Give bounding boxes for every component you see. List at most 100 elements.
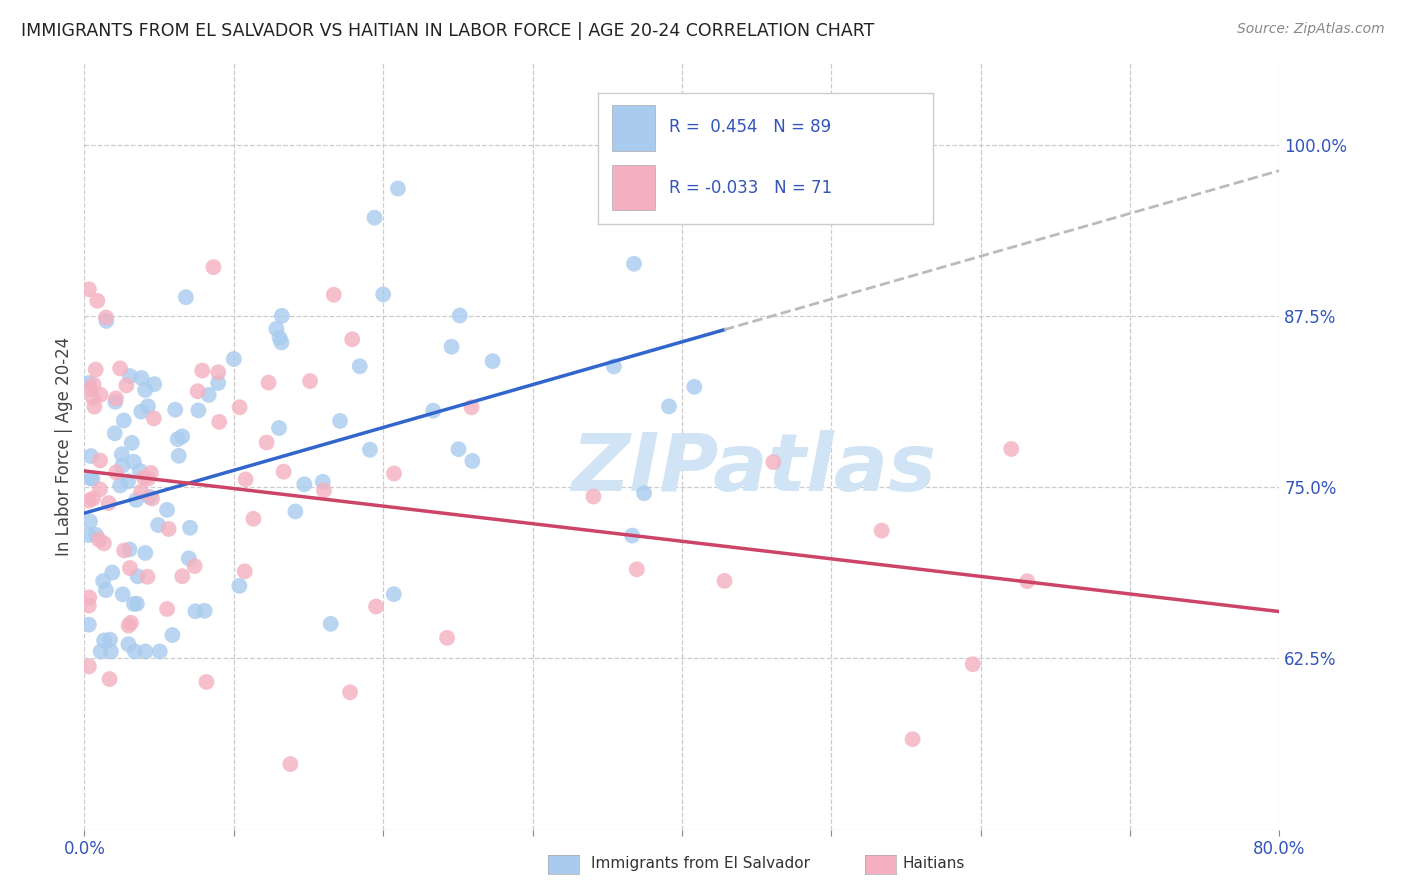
Point	[228, 401, 250, 415]
Point	[112, 543, 135, 558]
Point	[481, 354, 503, 368]
Point	[582, 490, 605, 504]
Point	[134, 383, 156, 397]
Point	[139, 466, 162, 480]
Point	[83, 377, 105, 392]
Point	[157, 522, 180, 536]
Point	[174, 290, 197, 304]
Point	[77, 282, 100, 296]
Point	[267, 421, 290, 435]
Point	[94, 583, 117, 598]
Point	[270, 335, 292, 350]
Text: ZIPatlas: ZIPatlas	[571, 430, 936, 508]
Point	[122, 455, 145, 469]
Point	[98, 632, 121, 647]
Point	[280, 757, 302, 772]
Point	[127, 569, 149, 583]
Point	[162, 628, 184, 642]
Point	[242, 512, 264, 526]
Point	[382, 467, 405, 481]
Point	[683, 380, 706, 394]
Point	[1017, 574, 1039, 589]
Point	[125, 492, 148, 507]
Point	[312, 483, 335, 498]
Point	[299, 374, 322, 388]
Point	[117, 475, 139, 489]
Point	[100, 644, 122, 658]
Point	[461, 454, 484, 468]
Point	[166, 432, 188, 446]
Point	[603, 359, 626, 374]
Point	[658, 400, 681, 414]
Point	[115, 378, 138, 392]
Point	[118, 542, 141, 557]
Point	[77, 599, 100, 613]
Point	[79, 471, 101, 485]
Text: IMMIGRANTS FROM EL SALVADOR VS HAITIAN IN LABOR FORCE | AGE 20-24 CORRELATION CH: IMMIGRANTS FROM EL SALVADOR VS HAITIAN I…	[21, 22, 875, 40]
Point	[141, 491, 163, 506]
Point	[623, 257, 645, 271]
Point	[460, 401, 482, 415]
Point	[269, 331, 291, 345]
Point	[87, 533, 110, 547]
Point	[228, 579, 250, 593]
Point	[108, 478, 131, 492]
Point	[156, 602, 179, 616]
Point	[129, 404, 152, 418]
Point	[197, 388, 219, 402]
Point	[257, 376, 280, 390]
Point	[901, 732, 924, 747]
Point	[142, 411, 165, 425]
Point	[105, 466, 128, 480]
Point	[342, 332, 364, 346]
Point	[870, 524, 893, 538]
Point	[131, 371, 153, 385]
Point	[349, 359, 371, 374]
Point	[101, 566, 124, 580]
Point	[713, 574, 735, 588]
Point	[284, 504, 307, 518]
Point	[96, 314, 118, 328]
Point	[364, 599, 387, 614]
Point	[184, 604, 207, 618]
Point	[633, 486, 655, 500]
Point	[187, 384, 209, 399]
Point	[422, 403, 444, 417]
Point	[136, 472, 159, 486]
Point	[128, 464, 150, 478]
Point	[125, 597, 148, 611]
Point	[149, 644, 172, 658]
Point	[172, 569, 194, 583]
Point	[108, 361, 131, 376]
Point	[319, 616, 342, 631]
Y-axis label: In Labor Force | Age 20-24: In Labor Force | Age 20-24	[55, 336, 73, 556]
Point	[167, 449, 190, 463]
Point	[134, 546, 156, 560]
Point	[136, 399, 159, 413]
Point	[94, 310, 117, 325]
Point	[111, 458, 134, 473]
Point	[117, 618, 139, 632]
Point	[183, 559, 205, 574]
Point	[339, 685, 361, 699]
Text: Immigrants from El Salvador: Immigrants from El Salvador	[591, 856, 810, 871]
Point	[962, 657, 984, 672]
Point	[117, 637, 139, 651]
Point	[83, 400, 105, 414]
Point	[363, 211, 385, 225]
Point	[194, 604, 217, 618]
Point	[373, 287, 395, 301]
Point	[77, 528, 100, 542]
Point	[440, 340, 463, 354]
Point	[77, 376, 100, 390]
Point	[121, 436, 143, 450]
Point	[77, 591, 100, 605]
Point	[104, 426, 127, 441]
Point	[322, 287, 344, 301]
Point	[207, 376, 229, 390]
Point	[111, 587, 134, 601]
Point	[124, 644, 146, 658]
Point	[111, 447, 134, 461]
Point	[80, 449, 103, 463]
Point	[120, 615, 142, 630]
